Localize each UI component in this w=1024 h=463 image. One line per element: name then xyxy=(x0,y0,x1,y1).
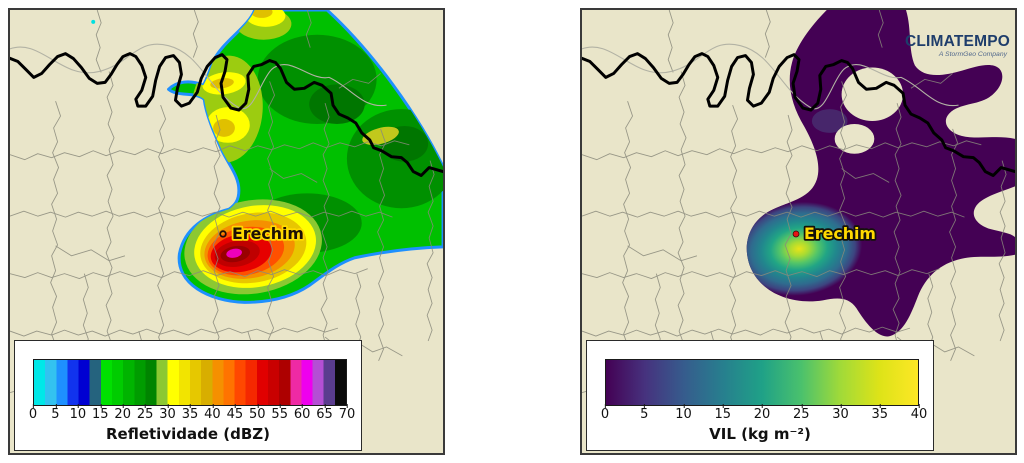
vil-core xyxy=(746,201,863,296)
tick-label: 40 xyxy=(204,404,221,422)
tick-label: 0 xyxy=(600,404,610,422)
reflectivity-legend: 0 5 10 15 20 25 30 35 40 45 50 55 60 65 … xyxy=(14,340,362,451)
vil-hole xyxy=(841,67,904,121)
tick-label: 10 xyxy=(675,404,692,422)
vil-legend: 0 5 10 15 20 25 30 35 40 VIL (kg m⁻²) xyxy=(586,340,934,451)
weak-echo-speck xyxy=(91,19,96,24)
tick-label: 55 xyxy=(271,404,288,422)
tick-label: 45 xyxy=(226,404,244,422)
reflectivity-colorbar xyxy=(33,359,347,406)
tick-label: 30 xyxy=(159,404,176,422)
vil-colorbar xyxy=(605,359,919,406)
tick-label: 30 xyxy=(832,404,849,422)
city-label: Erechim xyxy=(804,224,876,243)
city-label: Erechim xyxy=(232,224,304,243)
tick-label: 15 xyxy=(92,404,109,422)
tick-label: 60 xyxy=(293,404,311,422)
vil-map-panel: Erechim CLIMATEMPO A StormGeo Company 0 … xyxy=(580,8,1017,455)
climatempo-tagline: A StormGeo Company xyxy=(938,50,1007,58)
tick-label: 35 xyxy=(181,404,199,422)
tick-label: 5 xyxy=(640,404,649,422)
vil-colorbar-ticks: 0 5 10 15 20 25 30 35 40 xyxy=(601,404,927,423)
city-marker-erechim: Erechim xyxy=(219,222,306,245)
vil-hole xyxy=(834,123,875,154)
tick-label: 15 xyxy=(714,404,732,422)
tick-label: 20 xyxy=(753,404,771,422)
tick-label: 25 xyxy=(792,404,810,422)
tick-label: 25 xyxy=(136,404,154,422)
tick-label: 0 xyxy=(28,404,38,422)
reflectivity-colorbar-title: Refletividade (dBZ) xyxy=(106,425,270,443)
tick-label: 50 xyxy=(249,404,266,422)
tick-label: 5 xyxy=(51,404,60,422)
tick-label: 35 xyxy=(871,404,889,422)
city-dot xyxy=(219,230,227,238)
city-dot xyxy=(792,230,800,238)
tick-label: 70 xyxy=(338,404,356,422)
city-marker-erechim: Erechim xyxy=(792,222,878,245)
reflectivity-colorbar-ticks: 0 5 10 15 20 25 30 35 40 45 50 55 60 65 … xyxy=(29,404,355,423)
tick-label: 20 xyxy=(114,404,131,422)
tick-label: 65 xyxy=(316,404,333,422)
climatempo-logo: CLIMATEMPO A StormGeo Company xyxy=(892,34,1010,58)
vil-colorbar-title: VIL (kg m⁻²) xyxy=(709,425,811,443)
climatempo-wordmark: CLIMATEMPO xyxy=(904,33,1010,50)
tick-label: 10 xyxy=(69,404,87,422)
tick-label: 40 xyxy=(910,404,928,422)
reflectivity-map-panel: Erechim 0 5 10 15 20 25 30 35 40 45 50 5… xyxy=(8,8,445,455)
